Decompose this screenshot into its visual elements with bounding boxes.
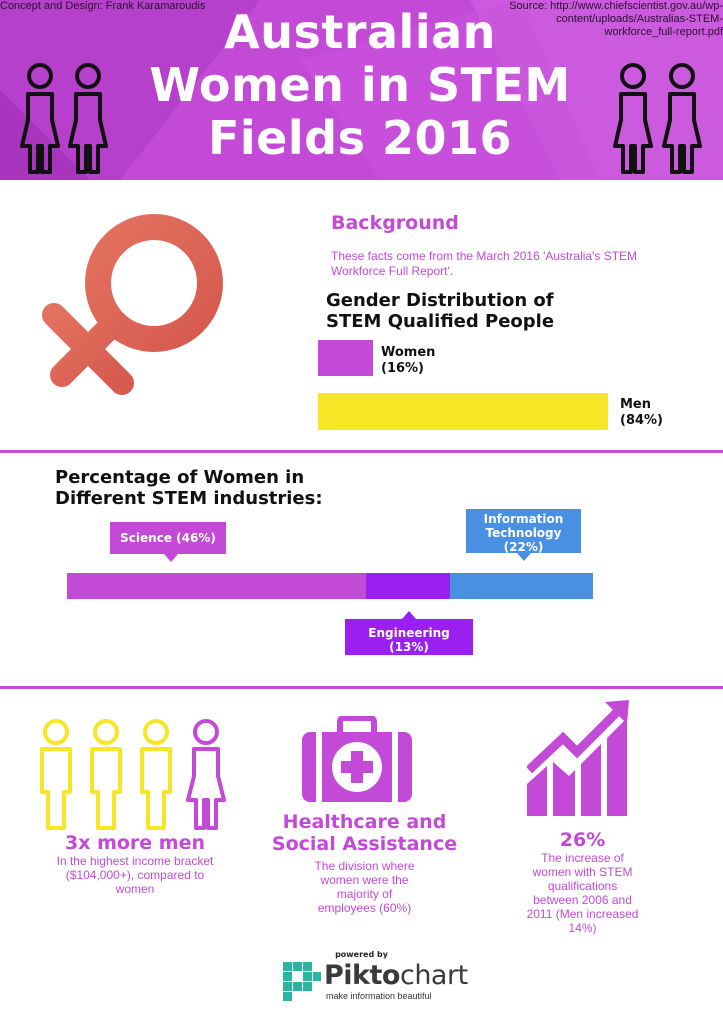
science-segment [67, 573, 366, 599]
header-banner: Concept and Design: Frank Karamaroudis S… [0, 0, 723, 180]
section-divider [0, 686, 723, 689]
section-divider [0, 450, 723, 453]
source-citation: Source: http://www.chiefscientist.gov.au… [478, 0, 723, 39]
header-background-facets [0, 0, 723, 180]
powered-by-text: powered by [335, 950, 388, 959]
women-bar [318, 340, 373, 376]
title-line: Different STEM industries: [55, 488, 323, 509]
growth-stat-text: between 2006 and [533, 893, 632, 907]
woman-icon [20, 63, 60, 174]
women-bar-label: Women (16%) [381, 345, 435, 377]
woman-icon [613, 63, 653, 174]
income-stat-text: In the highest income bracket [56, 854, 214, 868]
page-title: Australian Women in STEM Fields 2016 [110, 6, 610, 165]
income-stat-text: women [115, 882, 155, 896]
woman-icon [662, 63, 702, 174]
title-line: Gender Distribution of [326, 290, 554, 311]
title-line: Fields 2016 [207, 111, 512, 165]
it-callout: Information Technology (22%) [466, 509, 581, 561]
growth-stat-text: 14%) [568, 921, 597, 935]
growth-stat-headline: 26% [559, 829, 606, 851]
engineering-label-line: (13%) [389, 640, 429, 654]
healthcare-stat-text: women were the [320, 873, 409, 887]
woman-icon [186, 719, 226, 830]
men-bar-label: Men (84%) [620, 397, 663, 429]
bar-label-value: (16%) [381, 361, 424, 376]
healthcare-stat-headline: Social Assistance [271, 833, 458, 855]
growth-stat-text: 2011 (Men increased [526, 907, 639, 921]
healthcare-stat: Healthcare and Social Assistance The div… [262, 811, 467, 915]
man-icon [40, 719, 72, 830]
medical-kit-icon [302, 716, 412, 802]
piktochart-logo-icon[interactable] [283, 962, 321, 1002]
source-line: content/uploads/Australias-STEM- [556, 13, 723, 25]
title-line: Women in STEM [149, 58, 571, 112]
source-line: workforce_full-report.pdf [604, 26, 723, 38]
science-label: Science (46%) [120, 531, 216, 545]
healthcare-stat-text: The division where [314, 859, 415, 873]
brand-part: chart [399, 960, 468, 991]
income-stat-text: ($104,000+), compared to [65, 868, 205, 882]
it-segment [450, 573, 593, 599]
engineering-segment [366, 573, 450, 599]
piktochart-wordmark[interactable]: Piktochart [324, 960, 468, 991]
design-credit: Concept and Design: Frank Karamaroudis [0, 0, 206, 12]
industries-title: Percentage of Women in Different STEM in… [55, 467, 415, 509]
background-heading: Background [331, 212, 459, 234]
engineering-callout: Engineering (13%) [345, 611, 473, 655]
bar-label-name: Women [381, 345, 436, 360]
science-callout: Science (46%) [110, 522, 226, 562]
income-people-icons [40, 719, 226, 830]
title-line: Percentage of Women in [55, 467, 305, 488]
man-icon [140, 719, 172, 830]
growth-stat-text: The increase of [541, 851, 624, 865]
woman-icon [68, 63, 108, 174]
brand-part: Pikto [324, 960, 400, 991]
growth-stat-text: qualifications [547, 879, 618, 893]
venus-icon [42, 214, 223, 395]
piktochart-tagline: make information beautiful [326, 991, 432, 1001]
healthcare-stat-headline: Healthcare and [282, 811, 447, 833]
income-stat: 3x more men In the highest income bracke… [20, 832, 250, 896]
man-icon [90, 719, 122, 830]
gender-distribution-title: Gender Distribution of STEM Qualified Pe… [326, 290, 646, 332]
engineering-label-line: Engineering [368, 626, 450, 640]
men-bar [318, 393, 608, 430]
source-line: Source: http://www.chiefscientist.gov.au… [509, 0, 723, 12]
growth-stat-text: women with STEM [532, 865, 633, 879]
background-text: These facts come from the March 2016 'Au… [331, 249, 638, 278]
title-line: STEM Qualified People [326, 311, 555, 332]
healthcare-stat-text: employees (60%) [317, 901, 412, 915]
title-line: Australian [224, 5, 496, 59]
healthcare-stat-text: majority of [336, 887, 393, 901]
it-label-line: Technology [485, 526, 562, 540]
it-label-line: Information [483, 512, 564, 526]
it-label-line: (22%) [503, 540, 544, 554]
growth-stat: 26% The increase of women with STEM qual… [505, 829, 660, 935]
bar-label-name: Men [620, 397, 652, 412]
bar-label-value: (84%) [620, 413, 663, 428]
growth-chart-icon [527, 700, 629, 816]
income-stat-headline: 3x more men [64, 832, 206, 854]
